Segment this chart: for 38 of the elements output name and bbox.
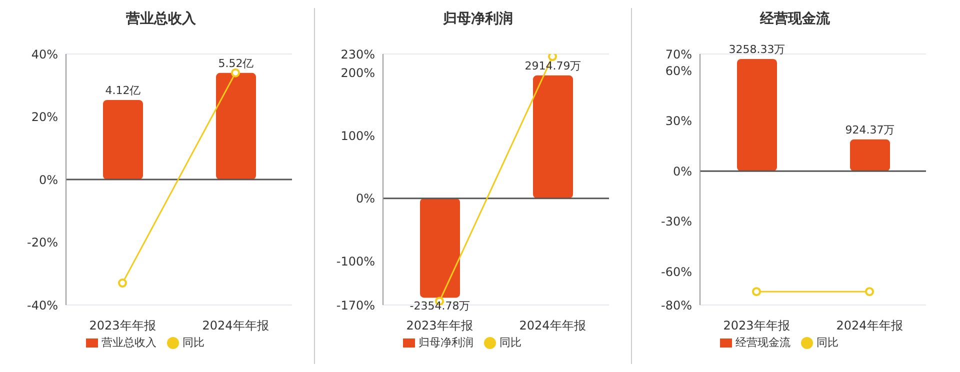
chart-title: 营业总收入 bbox=[125, 10, 197, 29]
x-tick-label: 2023年年报 bbox=[89, 318, 156, 333]
x-tick-label: 2024年年报 bbox=[202, 318, 269, 333]
x-tick-label: 2023年年报 bbox=[406, 318, 473, 333]
data-label: 5.52亿 bbox=[218, 56, 254, 70]
y-tick-label: -170% bbox=[336, 298, 375, 312]
x-tick-label: 2024年年报 bbox=[519, 318, 586, 333]
y-tick-label: 100% bbox=[340, 128, 375, 143]
y-tick-label: 200% bbox=[340, 66, 375, 80]
y-tick-label: -20% bbox=[26, 236, 58, 250]
y-tick-label: -80% bbox=[660, 298, 692, 312]
y-tick-label: 20% bbox=[31, 110, 58, 124]
legend-label: 同比 bbox=[182, 336, 204, 349]
data-label: 4.12亿 bbox=[105, 84, 141, 97]
data-label: -2354.78万 bbox=[410, 300, 470, 313]
legend-label: 营业总收入 bbox=[102, 336, 156, 349]
y-tick-label: 0% bbox=[356, 192, 375, 206]
y-tick-label: 0% bbox=[672, 164, 692, 178]
x-tick-label: 2023年年报 bbox=[723, 318, 790, 333]
chart-title: 归母净利润 bbox=[442, 10, 514, 29]
y-tick-label: 40% bbox=[31, 47, 58, 62]
y-tick-label: -100% bbox=[336, 254, 375, 268]
legend-label: 归母净利润 bbox=[418, 336, 474, 349]
chart-title: 经营现金流 bbox=[758, 10, 831, 29]
data-label: 3258.33万 bbox=[728, 43, 786, 56]
y-tick-label: -30% bbox=[660, 214, 692, 229]
data-label: 924.37万 bbox=[845, 123, 895, 136]
y-tick-label: 0% bbox=[38, 172, 58, 187]
y-tick-label: -60% bbox=[660, 264, 692, 279]
y-tick-label: 30% bbox=[665, 114, 692, 128]
y-tick-label: 60% bbox=[665, 64, 692, 78]
x-tick-label: 2024年年报 bbox=[836, 318, 903, 333]
y-tick-label: -40% bbox=[26, 298, 58, 312]
y-tick-label: 70% bbox=[665, 47, 692, 62]
legend-label: 同比 bbox=[500, 336, 522, 349]
y-tick-label: 230% bbox=[340, 47, 375, 62]
legend-label: 同比 bbox=[816, 336, 838, 349]
legend-label: 经营现金流 bbox=[736, 336, 790, 349]
